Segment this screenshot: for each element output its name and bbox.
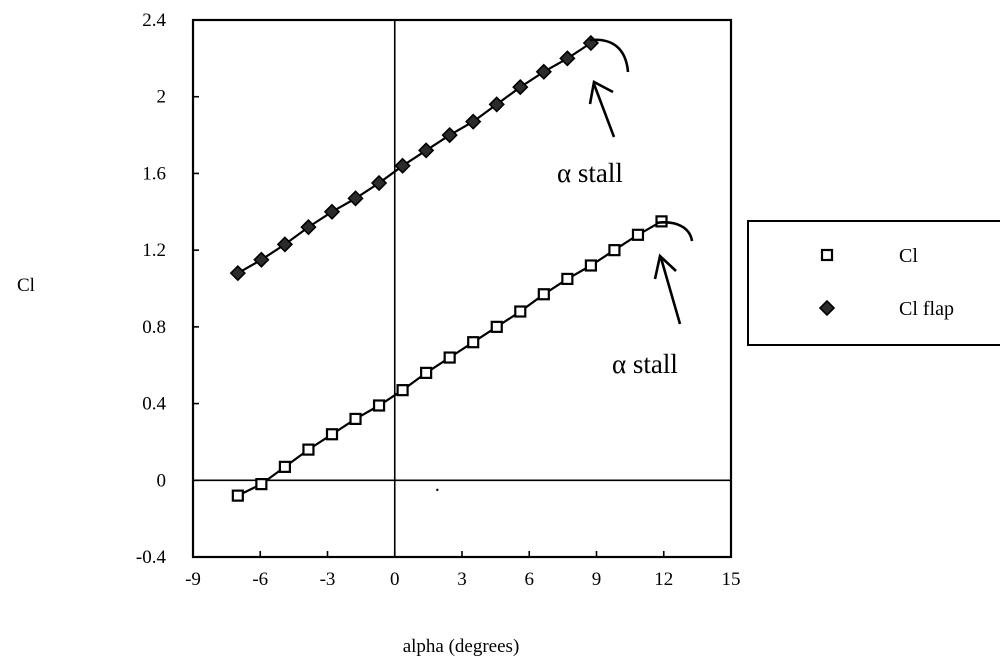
x-tick-label: 6: [525, 569, 535, 590]
data-point-cl-flap: [441, 126, 458, 144]
x-tick-label: 9: [592, 569, 602, 590]
annotation-cl-label: α stall: [612, 349, 678, 379]
data-point-cl: [443, 351, 456, 364]
data-point-cl-flap: [253, 251, 270, 268]
data-point-cl: [631, 228, 645, 241]
y-tick-label: 0.4: [142, 394, 166, 415]
data-point-cl: [302, 443, 315, 456]
legend-label-cl: Cl: [899, 245, 918, 267]
y-axis-title: Cl: [17, 275, 35, 296]
data-point-cl: [278, 460, 292, 473]
x-tick-label: -9: [185, 569, 201, 590]
data-point-cl-flap: [488, 96, 505, 113]
speck-mark: [436, 488, 439, 492]
legend-marker-cl: [820, 248, 834, 262]
y-tick-label: 1.2: [142, 240, 166, 261]
data-point-cl-flap: [465, 113, 482, 130]
y-tick-label: 0: [157, 470, 167, 491]
annotation-flap-label: α stall: [557, 158, 623, 188]
x-tick-label: -6: [252, 569, 268, 590]
legend: Cl Cl flap: [747, 220, 1000, 346]
data-point-cl: [608, 244, 621, 257]
data-point-cl-flap: [370, 174, 388, 192]
y-tick-label: 1.6: [142, 163, 166, 184]
stall-curve-flap: [589, 38, 630, 73]
data-point-cl: [255, 478, 268, 491]
x-tick-label: 3: [457, 569, 467, 590]
legend-box: [747, 220, 1000, 346]
data-point-cl: [372, 399, 386, 412]
y-tick-label: 0.8: [142, 317, 166, 338]
data-point-cl-flap: [300, 218, 317, 236]
x-tick-label: 15: [722, 569, 741, 590]
data-point-cl: [231, 489, 244, 502]
data-point-cl-flap: [418, 142, 435, 159]
data-point-cl-flap: [582, 34, 600, 52]
legend-label-cl-flap: Cl flap: [899, 298, 954, 320]
x-tick-label: -3: [320, 569, 336, 590]
data-point-cl-flap: [347, 190, 364, 207]
y-tick-label: -0.4: [136, 547, 167, 568]
data-point-cl-flap: [559, 50, 576, 67]
data-point-cl: [561, 272, 574, 286]
x-axis-title: alpha (degrees): [403, 636, 520, 657]
legend-marker-cl-flap: [818, 299, 836, 317]
data-point-cl: [420, 366, 433, 379]
data-point-cl-flap: [394, 157, 411, 174]
data-point-cl: [490, 320, 503, 333]
series-line-cl-flap: [237, 42, 592, 275]
annotation-flap: α stall: [557, 38, 630, 188]
plot-area: -9 -6 -3 0 3 6 9 12 15 -0.4 0 0.4 0.8 1.2 1.6 2 2.4: [136, 10, 741, 590]
data-point-cl-flap: [512, 78, 529, 96]
data-point-cl-flap: [229, 265, 246, 282]
arrow-cl-icon: [653, 253, 682, 325]
x-tick-label: 12: [654, 569, 673, 590]
data-point-cl: [349, 412, 362, 426]
data-point-cl: [537, 288, 550, 301]
data-point-cl: [325, 428, 339, 441]
y-tick-label: 2.4: [142, 10, 166, 31]
data-point-cl-flap: [535, 63, 552, 80]
x-tick-label: 0: [390, 569, 400, 590]
data-point-cl: [396, 384, 409, 397]
annotation-cl: α stall: [612, 221, 694, 379]
arrow-flap-icon: [588, 80, 616, 138]
data-point-cl: [514, 305, 527, 318]
data-point-cl-flap: [276, 236, 294, 253]
data-point-cl: [584, 259, 597, 272]
data-point-cl-flap: [323, 203, 341, 220]
y-tick-label: 2: [157, 87, 167, 108]
data-point-cl: [467, 336, 480, 349]
stall-curve-cl: [655, 221, 694, 242]
series-layer: [229, 34, 668, 502]
